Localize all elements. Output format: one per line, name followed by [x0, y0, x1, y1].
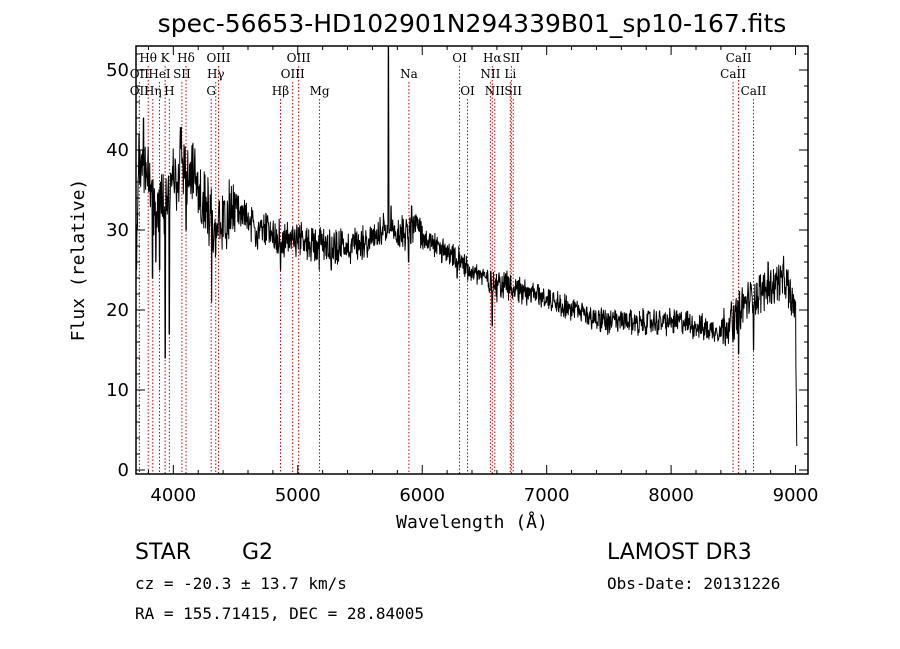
line-marker-label: H: [164, 84, 174, 98]
line-marker-label: K: [161, 51, 171, 65]
x-tick-label: 8000: [648, 485, 694, 506]
redshift-info: cz = -20.3 ± 13.7 km/s: [135, 574, 347, 593]
line-marker-label: Mg: [310, 84, 330, 98]
chart-title: spec-56653-HD102901N294339B01_sp10-167.f…: [158, 9, 787, 38]
x-tick-label: 6000: [399, 485, 445, 506]
x-tick-label: 4000: [150, 485, 196, 506]
line-marker-label: HeI: [148, 67, 171, 81]
line-marker-label: OII: [130, 84, 150, 98]
line-marker-label: Hδ: [177, 51, 195, 65]
x-axis-ticks: 4000 5000 6000 7000 8000 9000: [147, 46, 819, 506]
x-tick-label: 5000: [275, 485, 321, 506]
y-tick-label: 40: [106, 140, 129, 161]
line-markers: [138, 66, 754, 474]
x-tick-label: 9000: [773, 485, 819, 506]
y-tick-label: 20: [106, 300, 129, 321]
line-marker-label: Hγ: [207, 67, 225, 81]
line-marker-label: OI: [452, 51, 467, 65]
line-marker-label: CaII: [720, 67, 746, 81]
line-marker-label: Hβ: [272, 84, 289, 98]
line-marker-label: SII: [502, 51, 520, 65]
x-axis-label: Wavelength (Å): [396, 511, 548, 533]
y-tick-label: 50: [106, 60, 129, 81]
plot-frame: [135, 45, 809, 475]
line-marker-label: NII: [480, 67, 500, 81]
line-marker-label: NII: [485, 84, 505, 98]
line-marker-label: OIII: [206, 51, 230, 65]
y-tick-label: 10: [106, 380, 129, 401]
line-marker-label: OII: [130, 67, 150, 81]
object-class: STAR: [135, 540, 191, 565]
line-marker-label: Li: [504, 67, 516, 81]
spectrum-line: [135, 45, 798, 447]
coordinates: RA = 155.71415, DEC = 28.84005: [135, 604, 424, 623]
line-marker-label: G: [206, 84, 216, 98]
line-marker-label: OIII: [281, 67, 305, 81]
line-marker-label: SII: [504, 84, 522, 98]
line-marker-label: Hη: [144, 84, 162, 98]
y-axis-label: Flux (relative): [68, 179, 89, 342]
line-marker-label: SII: [173, 67, 191, 81]
line-marker-label: Na: [400, 67, 418, 81]
y-axis-ticks: 0 10 20 30 40 50: [106, 53, 808, 481]
line-marker-label: CaII: [726, 51, 752, 65]
line-marker-label: CaII: [741, 84, 767, 98]
line-marker-label: OI: [460, 84, 475, 98]
line-marker-label: Hα: [483, 51, 502, 65]
line-marker-label: Hθ: [139, 51, 157, 65]
x-tick-label: 7000: [524, 485, 570, 506]
line-marker-label: OIII: [287, 51, 311, 65]
y-tick-label: 0: [118, 460, 129, 481]
survey-name: LAMOST DR3: [607, 540, 752, 565]
object-subclass: G2: [242, 540, 273, 565]
obs-date: Obs-Date: 20131226: [607, 574, 780, 593]
y-tick-label: 30: [106, 220, 129, 241]
